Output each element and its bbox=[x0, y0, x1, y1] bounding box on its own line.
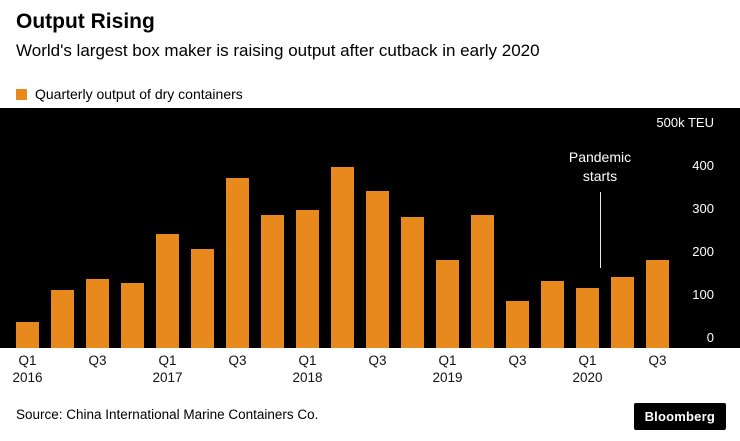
x-tick-year: 2018 bbox=[292, 370, 323, 385]
x-tick: Q3 bbox=[626, 352, 690, 369]
chart-subtitle: World's largest box maker is raising out… bbox=[16, 41, 540, 60]
x-tick-quarter: Q1 bbox=[158, 353, 177, 368]
x-tick-quarter: Q1 bbox=[438, 353, 457, 368]
bar-chart-plot: 500k TEU 400 300 200 100 0 Pandemic starts bbox=[0, 108, 740, 348]
x-tick: Q3 bbox=[346, 352, 410, 369]
page-title: Output Rising bbox=[16, 10, 155, 33]
x-axis: Q1 2016 Q3 Q1 2017 Q3 Q1 2018 Q3 Q1 2019 Q3 Q1 2020 Q3 bbox=[0, 350, 740, 394]
bar bbox=[156, 234, 179, 348]
x-tick-quarter: Q1 bbox=[578, 353, 597, 368]
y-axis-label: 500k TEU bbox=[656, 115, 714, 130]
bar bbox=[576, 288, 599, 348]
bar bbox=[86, 279, 109, 348]
x-tick: Q3 bbox=[66, 352, 130, 369]
bar bbox=[506, 301, 529, 348]
x-tick-year: 2017 bbox=[152, 370, 183, 385]
bar bbox=[471, 215, 494, 348]
bar bbox=[611, 277, 634, 348]
x-tick: Q1 2020 bbox=[556, 352, 620, 386]
y-axis-label: 200 bbox=[692, 244, 714, 259]
x-tick-quarter: Q3 bbox=[648, 353, 667, 368]
x-tick-quarter: Q1 bbox=[298, 353, 317, 368]
bar bbox=[541, 281, 564, 348]
y-axis-label: 300 bbox=[692, 201, 714, 216]
x-tick: Q3 bbox=[486, 352, 550, 369]
bar bbox=[51, 290, 74, 348]
bar bbox=[261, 215, 284, 348]
x-tick-quarter: Q1 bbox=[18, 353, 37, 368]
x-tick: Q1 2016 bbox=[0, 352, 60, 386]
x-tick-quarter: Q3 bbox=[508, 353, 527, 368]
bar bbox=[646, 260, 669, 348]
x-tick: Q3 bbox=[206, 352, 270, 369]
x-tick-year: 2019 bbox=[432, 370, 463, 385]
y-axis-label: 0 bbox=[706, 330, 714, 345]
bar bbox=[401, 217, 424, 348]
y-axis-label: 400 bbox=[692, 158, 714, 173]
legend-label: Quarterly output of dry containers bbox=[35, 86, 243, 102]
annotation-text: Pandemic starts bbox=[568, 149, 632, 184]
legend-swatch bbox=[16, 88, 27, 100]
x-tick-quarter: Q3 bbox=[368, 353, 387, 368]
x-tick: Q1 2019 bbox=[416, 352, 480, 386]
bar bbox=[121, 283, 144, 348]
y-axis-label: 100 bbox=[692, 287, 714, 302]
source-note: Source: China International Marine Conta… bbox=[16, 407, 319, 422]
bar bbox=[296, 210, 319, 348]
annotation-line bbox=[600, 192, 601, 268]
x-tick: Q1 2018 bbox=[276, 352, 340, 386]
bar bbox=[331, 167, 354, 348]
legend: Quarterly output of dry containers bbox=[16, 86, 243, 102]
bar bbox=[436, 260, 459, 348]
bar bbox=[366, 191, 389, 348]
x-tick-year: 2020 bbox=[572, 370, 603, 385]
x-tick-quarter: Q3 bbox=[228, 353, 247, 368]
bar bbox=[226, 178, 249, 348]
x-tick-quarter: Q3 bbox=[88, 353, 107, 368]
bar bbox=[191, 249, 214, 348]
x-tick: Q1 2017 bbox=[136, 352, 200, 386]
x-tick-year: 2016 bbox=[12, 370, 43, 385]
bar bbox=[16, 322, 39, 348]
bloomberg-logo: Bloomberg bbox=[633, 403, 726, 430]
